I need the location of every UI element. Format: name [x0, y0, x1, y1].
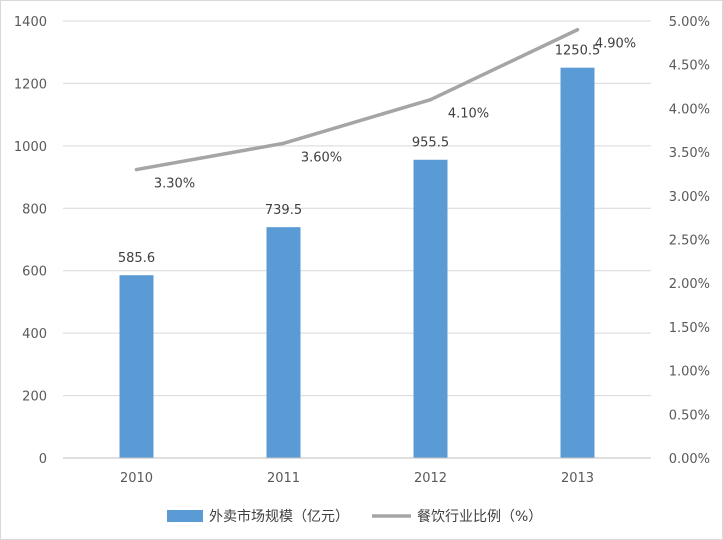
- bar: [119, 275, 154, 458]
- line-data-label: 3.30%: [154, 177, 195, 192]
- y-left-tick-label: 200: [22, 390, 47, 405]
- y-right-tick-label: 4.00%: [669, 102, 710, 117]
- y-left-tick-label: 400: [22, 327, 47, 342]
- bar: [266, 227, 301, 458]
- y-left-tick-label: 600: [22, 265, 47, 280]
- y-left-tick-label: 800: [22, 202, 47, 217]
- axes: 0 200 400 600 800 1000 1200 1400 0.00% 0.50% 1.00%…: [14, 15, 710, 486]
- x-tick-label: 2012: [414, 471, 447, 486]
- y-right-tick-label: 2.00%: [669, 277, 710, 292]
- x-tick-label: 2013: [561, 471, 594, 486]
- bar: [560, 67, 595, 459]
- line-series-path: [134, 27, 580, 172]
- x-tick-label: 2011: [267, 471, 300, 486]
- gridlines: [63, 20, 651, 397]
- line-point: [576, 28, 579, 32]
- y-left-tick-label: 1200: [14, 77, 47, 92]
- bar-series: [119, 67, 595, 459]
- bar-data-label: 955.5: [412, 136, 449, 151]
- y-right-tick-label: 2.50%: [669, 234, 710, 249]
- legend-swatch-bar: [167, 510, 203, 522]
- bar: [413, 159, 448, 458]
- y-left-tick-label: 1000: [14, 140, 47, 155]
- x-tick-label: 2010: [120, 471, 153, 486]
- line-series: [134, 27, 580, 172]
- y-right-tick-label: 1.00%: [669, 365, 710, 380]
- line-point: [135, 168, 138, 172]
- bar-data-label: 1250.5: [555, 44, 601, 59]
- legend: 外卖市场规模（亿元） 餐饮行业比例（%）: [167, 508, 542, 525]
- line-data-label: 4.90%: [595, 37, 636, 52]
- line-point: [429, 98, 432, 102]
- y-right-tick-label: 4.50%: [669, 59, 710, 74]
- y-right-tick-label: 5.00%: [669, 15, 710, 30]
- y-left-tick-label: 1400: [14, 15, 47, 30]
- y-left-tick-label: 0: [39, 452, 47, 467]
- legend-label-bar: 外卖市场规模（亿元）: [209, 508, 349, 525]
- y-right-tick-label: 3.50%: [669, 146, 710, 161]
- bar-data-label: 585.6: [118, 251, 155, 266]
- line-point: [282, 141, 285, 145]
- line-data-label: 3.60%: [301, 150, 342, 165]
- y-right-tick-label: 0.50%: [669, 408, 710, 423]
- y-right-tick-label: 3.00%: [669, 190, 710, 205]
- bar-data-label: 739.5: [265, 203, 302, 218]
- legend-label-line: 餐饮行业比例（%）: [417, 509, 542, 525]
- data-labels: 585.6 739.5 955.5 1250.5 3.30% 3.60% 4.10% 4.90…: [118, 37, 636, 266]
- y-right-tick-label: 1.50%: [669, 321, 710, 336]
- y-right-tick-label: 0.00%: [669, 452, 710, 467]
- line-data-label: 4.10%: [448, 107, 489, 122]
